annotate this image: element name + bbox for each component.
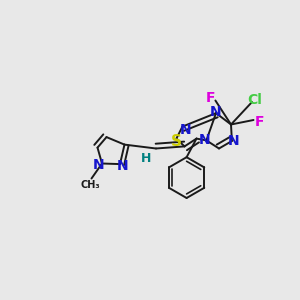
Text: N: N	[117, 159, 129, 172]
Text: N: N	[210, 105, 222, 118]
Text: N: N	[93, 158, 105, 172]
Text: Cl: Cl	[248, 94, 262, 107]
Text: S: S	[171, 134, 182, 148]
Text: N: N	[228, 134, 239, 148]
Text: F: F	[255, 116, 264, 129]
Text: H: H	[141, 152, 152, 166]
Text: CH₃: CH₃	[80, 180, 100, 190]
Text: F: F	[206, 91, 216, 104]
Text: N: N	[180, 123, 191, 136]
Text: N: N	[199, 134, 211, 147]
